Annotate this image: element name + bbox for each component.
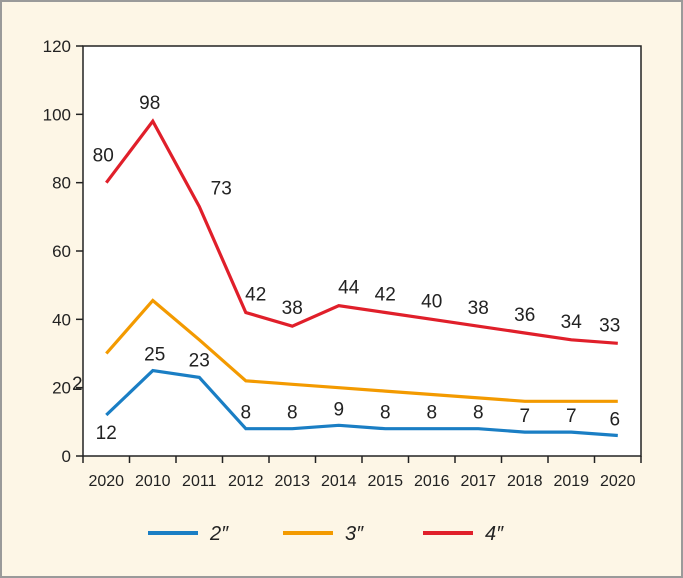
x-tick-label: 2010	[135, 473, 171, 490]
data-label-4in: 38	[282, 298, 303, 319]
data-label-2in: 8	[287, 403, 298, 424]
y-tick-label: 60	[52, 242, 71, 261]
x-tick-label: 2011	[182, 473, 217, 490]
data-label-4in: 38	[468, 298, 489, 319]
data-label-2in: 23	[189, 350, 210, 371]
data-label-2in: 25	[144, 345, 165, 366]
data-label-4in: 80	[93, 146, 114, 167]
x-tick-label: 2017	[460, 473, 496, 490]
data-label-2in: 7	[566, 406, 577, 427]
y-axis: 0 20 40 60 80 100 120	[43, 37, 83, 466]
x-tick-label: 2016	[414, 473, 450, 490]
x-tick-label: 2015	[367, 473, 403, 490]
x-tick-label: 2013	[274, 473, 310, 490]
series-line-3in	[105, 298, 618, 403]
legend-label: 3″	[345, 523, 364, 545]
data-label-2in: 9	[333, 399, 344, 420]
plot-area	[82, 45, 642, 457]
stray-data-label: 2	[72, 374, 83, 395]
data-label-4in: 42	[245, 285, 266, 306]
data-label-2in: 8	[473, 403, 484, 424]
data-label-4in: 40	[421, 291, 442, 312]
x-axis: 2020 2010 2011 2012 2013 2014 2015 2016 2017 2018…	[82, 456, 642, 490]
data-label-4in: 33	[599, 315, 620, 336]
legend-label: 4″	[485, 523, 504, 545]
x-tick-label: 2019	[553, 473, 589, 490]
data-label-4in: 36	[514, 305, 535, 326]
data-label-2in: 12	[96, 423, 117, 444]
data-label-2in: 6	[609, 410, 620, 431]
series-line-4in	[105, 118, 618, 345]
data-label-4in: 42	[375, 285, 396, 306]
data-label-2in: 8	[380, 403, 391, 424]
data-label-2in: 7	[519, 406, 530, 427]
data-label-4in: 44	[338, 278, 360, 299]
y-tick-label: 120	[43, 37, 71, 56]
y-tick-label: 100	[43, 105, 71, 124]
y-tick-label: 20	[52, 379, 71, 398]
data-label-2in: 8	[426, 403, 437, 424]
data-label-4in: 98	[139, 93, 160, 114]
data-label-4in: 73	[211, 179, 232, 200]
x-tick-label: 2018	[507, 473, 543, 490]
data-label-4in: 34	[561, 312, 583, 333]
x-tick-label: 2020	[88, 473, 124, 490]
y-tick-label: 40	[52, 310, 71, 329]
x-tick-label: 2012	[228, 473, 264, 490]
legend: 2″ 3″ 4″	[148, 523, 504, 545]
series-lines	[105, 118, 618, 438]
y-tick-label: 80	[52, 174, 71, 193]
data-label-2in: 8	[240, 403, 251, 424]
y-tick-label: 0	[62, 447, 71, 466]
x-tick-label: 2020	[600, 473, 636, 490]
series-line-2in	[105, 368, 618, 438]
legend-label: 2″	[209, 523, 229, 545]
x-tick-label: 2014	[321, 473, 357, 490]
